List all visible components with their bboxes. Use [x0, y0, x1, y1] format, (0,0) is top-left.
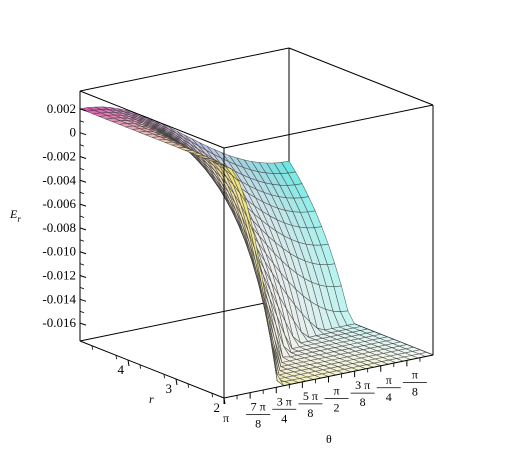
z-axis-ticks: 0.002 0 -0.002 -0.004 -0.006 -0.008 -0.010 -0.0…	[42, 101, 87, 330]
z-minor-tick	[79, 287, 85, 290]
z-tick-mark	[79, 322, 87, 326]
z-tick-label: 0	[70, 125, 77, 140]
r-tick-label: 3	[166, 381, 173, 396]
theta-tick-numerator: 5 π	[303, 389, 318, 403]
z-tick-label: -0.002	[42, 148, 76, 163]
z-tick-mark	[79, 156, 87, 159]
box-edge-front-bottom-left	[79, 340, 225, 399]
r-tick-mark	[127, 359, 130, 367]
theta-tick-denominator: 8	[412, 384, 418, 398]
r-tick-label: 2	[214, 400, 221, 415]
z-tick-label: -0.012	[42, 268, 76, 283]
box-edge-back-top-right	[288, 47, 434, 106]
z-tick-label: -0.010	[42, 244, 76, 259]
r-minor-tick	[187, 383, 189, 388]
z-tick-label: -0.014	[42, 291, 76, 306]
z-minor-tick	[79, 215, 85, 218]
r-tick-mark	[175, 378, 178, 386]
theta-tick-label: π	[223, 411, 229, 425]
z-tick-mark	[79, 179, 87, 183]
z-minor-tick	[79, 168, 85, 171]
z-tick-mark	[79, 298, 87, 302]
theta-tick-numerator: 7 π	[251, 400, 266, 414]
z-tick-label: -0.004	[42, 172, 76, 187]
z-tick-mark	[79, 132, 87, 136]
z-minor-tick	[79, 263, 85, 266]
z-minor-tick	[79, 191, 85, 195]
theta-tick-denominator: 8	[307, 406, 313, 420]
surface-cell	[217, 163, 232, 170]
theta-tick-numerator: π	[386, 373, 392, 387]
z-tick-label: -0.008	[42, 220, 76, 235]
theta-tick-numerator: π	[412, 367, 418, 381]
theta-tick-denominator: 4	[281, 411, 287, 425]
theta-tick-denominator: 8	[255, 417, 261, 431]
z-tick-label: -0.016	[42, 315, 76, 330]
theta-axis-ticks: π 7 π 8 3 π 4 5 π 8 π 2 3 π 8 π 4 π 8	[223, 357, 427, 431]
z-tick-mark	[79, 251, 87, 255]
r-tick-label: 4	[118, 362, 125, 377]
theta-tick-denominator: 4	[386, 390, 392, 404]
r-minor-tick	[91, 345, 93, 350]
z-axis-title: Er	[9, 207, 21, 224]
theta-tick-denominator: 2	[334, 401, 340, 415]
box-edge-back-bottom-left	[79, 297, 290, 342]
box-edge-front-top-left	[79, 90, 225, 149]
theta-tick-numerator: 3 π	[355, 378, 370, 392]
box-edge-front-top-right	[223, 104, 434, 149]
z-minor-tick	[79, 120, 85, 123]
z-axis-title-main: E	[9, 207, 18, 221]
r-axis-ticks: 2 3 4	[91, 345, 226, 415]
z-axis-title-sub: r	[17, 214, 21, 224]
z-minor-tick	[79, 239, 85, 242]
box-edge-back-top-left	[79, 47, 290, 92]
surface-mesh	[78, 106, 435, 387]
z-minor-tick	[79, 310, 85, 314]
z-tick-label: -0.006	[42, 196, 76, 211]
r-minor-tick	[115, 355, 117, 360]
z-tick-mark	[79, 275, 87, 278]
r-minor-tick	[163, 374, 165, 379]
theta-tick-numerator: π	[333, 384, 339, 398]
r-minor-tick	[211, 393, 213, 398]
theta-tick-denominator: 8	[360, 395, 366, 409]
r-axis-title: r	[149, 392, 154, 406]
z-tick-mark	[79, 203, 87, 207]
z-tick-mark	[79, 108, 87, 112]
z-tick-mark	[79, 227, 87, 231]
theta-tick-numerator: 3 π	[277, 394, 292, 408]
z-tick-label: 0.002	[47, 101, 76, 116]
r-minor-tick	[139, 364, 141, 369]
theta-axis-title: θ	[326, 432, 332, 446]
z-minor-tick	[79, 144, 85, 147]
